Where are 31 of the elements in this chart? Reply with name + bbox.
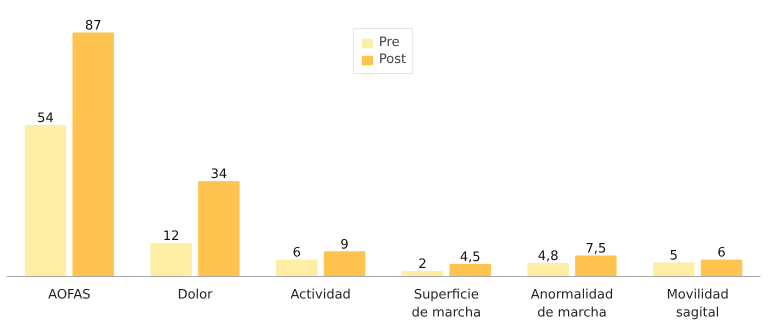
data-label: 6 [292,246,301,261]
data-label: 34 [210,167,228,182]
data-label: 87 [84,18,102,34]
data-label: 5 [670,248,678,264]
x-tick-label: AOFAS [48,288,90,302]
data-label: 6 [717,246,726,261]
x-tick-label: Actividad [290,288,351,302]
data-label: 4,5 [460,250,481,265]
data-label: 7,5 [586,241,606,256]
legend-label: Pre [378,35,400,50]
bar [24,125,66,276]
bar [150,242,192,276]
x-tick-label: Dolor [178,288,214,302]
data-label: 54 [37,111,54,126]
data-label: 12 [162,228,180,244]
bar [198,181,240,276]
bar [449,264,491,276]
x-tick-label: Movilidad sagital [666,288,729,320]
data-label: 2 [418,256,427,272]
bar [324,251,366,276]
bar [700,260,742,276]
bar [527,263,569,276]
x-tick-label: Anormalidad de marcha [530,288,614,320]
data-label: 4,8 [538,249,558,264]
x-tick-label: Superficie de marcha [412,288,482,320]
legend-label: Post [378,52,406,67]
data-label: 9 [340,237,349,252]
bar [276,260,318,276]
bar [575,255,617,276]
bar [72,32,114,276]
bar [653,262,695,276]
